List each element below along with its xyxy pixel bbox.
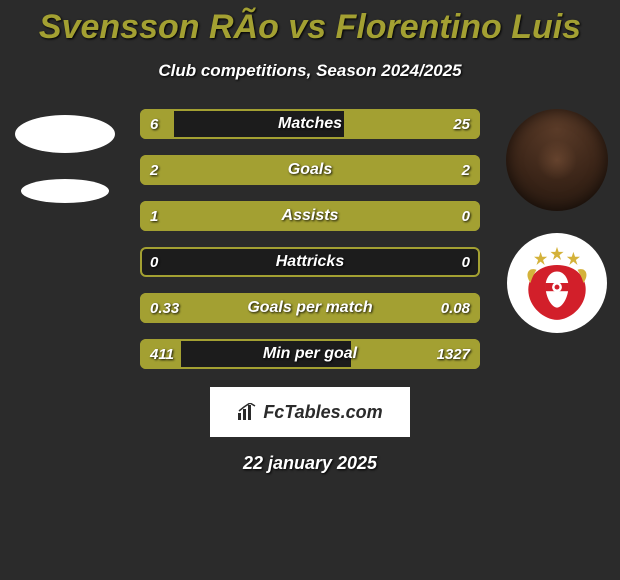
stat-bar-left-fill — [140, 293, 412, 323]
stat-row: Assists10 — [140, 201, 480, 231]
player-right-avatar — [506, 109, 608, 211]
player-right-column — [502, 109, 612, 333]
stat-value-right: 25 — [453, 109, 470, 139]
stat-value-left: 411 — [150, 339, 174, 369]
stat-value-left: 0 — [150, 247, 158, 277]
stat-row: Min per goal4111327 — [140, 339, 480, 369]
page-title: Svensson RÃo vs Florentino Luis — [0, 0, 620, 47]
page-subtitle: Club competitions, Season 2024/2025 — [0, 61, 620, 81]
stat-bar-right-fill — [310, 155, 480, 185]
stat-bar-left-fill — [140, 201, 480, 231]
watermark-chart-icon — [237, 403, 257, 421]
player-left-column — [10, 109, 120, 203]
player-right-club-logo — [507, 233, 607, 333]
player-left-club-placeholder — [21, 179, 109, 203]
watermark-text: FcTables.com — [263, 402, 382, 423]
stat-value-left: 0.33 — [150, 293, 179, 323]
stat-value-left: 2 — [150, 155, 158, 185]
benfica-logo-icon — [516, 242, 598, 324]
stat-value-right: 1327 — [437, 339, 470, 369]
comparison-area: Matches625Goals22Assists10Hattricks00Goa… — [0, 109, 620, 369]
watermark: FcTables.com — [210, 387, 410, 437]
stat-value-right: 0 — [462, 201, 470, 231]
stat-label: Hattricks — [140, 247, 480, 277]
stat-row: Goals22 — [140, 155, 480, 185]
stat-value-right: 0 — [462, 247, 470, 277]
stat-row: Matches625 — [140, 109, 480, 139]
stat-bars: Matches625Goals22Assists10Hattricks00Goa… — [140, 109, 480, 369]
stat-value-left: 1 — [150, 201, 158, 231]
stat-bar-left-fill — [140, 155, 310, 185]
stat-value-right: 2 — [462, 155, 470, 185]
stat-row: Goals per match0.330.08 — [140, 293, 480, 323]
stat-value-right: 0.08 — [441, 293, 470, 323]
date-text: 22 january 2025 — [0, 453, 620, 474]
stat-value-left: 6 — [150, 109, 158, 139]
stat-row: Hattricks0 0 — [140, 247, 480, 277]
player-left-avatar-placeholder — [15, 115, 115, 153]
